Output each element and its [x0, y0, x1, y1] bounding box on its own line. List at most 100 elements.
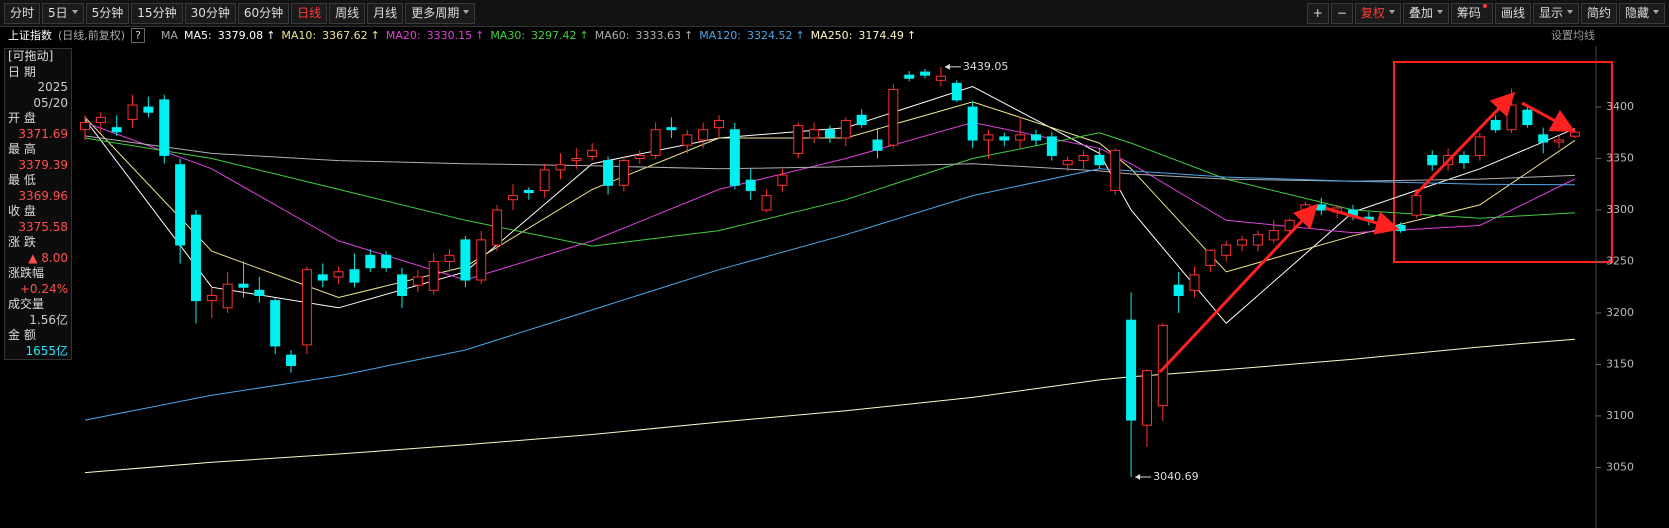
- candle-body: [476, 239, 487, 281]
- info-value: 1655亿: [25, 343, 68, 358]
- candle-body: [824, 129, 835, 138]
- arrow: [1158, 203, 1319, 374]
- info-label: 最 低: [8, 173, 36, 187]
- toolbar-button[interactable]: 叠加: [1402, 3, 1449, 24]
- candle-body: [190, 214, 201, 302]
- toolbar-button[interactable]: 分时: [4, 3, 41, 24]
- y-tick-label: 3200: [1606, 306, 1634, 319]
- ma-name: MA5: [184, 29, 212, 42]
- toolbar-button[interactable]: 简约: [1580, 3, 1617, 24]
- candle-body: [254, 289, 265, 296]
- toolbar-button[interactable]: 画线: [1494, 3, 1531, 24]
- info-panel: [可拖动] 日 期 2025 05/20 开 盘 3371.69 最 高 3379.39 最 …: [4, 48, 72, 360]
- toolbar-button[interactable]: 日线: [291, 3, 328, 24]
- ma-value: 3297.42: [531, 29, 577, 42]
- drag-label[interactable]: [可拖动]: [8, 49, 54, 63]
- candle-body: [729, 129, 740, 186]
- toolbar-button[interactable]: 隐藏: [1618, 3, 1665, 24]
- toolbar-button[interactable]: 30分钟: [184, 3, 236, 24]
- candle-body: [492, 209, 503, 246]
- candle-body: [460, 239, 471, 281]
- info-value: 05/20: [33, 95, 68, 110]
- toolbar-button[interactable]: 15分钟: [131, 3, 183, 24]
- settings[interactable]: 设置均线: [1551, 29, 1595, 42]
- info-value: 2025: [37, 80, 68, 94]
- candle-body: [1569, 131, 1580, 137]
- info-label: 成交量: [8, 297, 45, 311]
- info-label: 涨 跌: [8, 235, 36, 249]
- info-value: ▲ 8.00: [28, 250, 68, 265]
- period-tabs: 分时 5日 5分钟 15分钟 30分钟 60分钟 日线 周线 月线 更多周期: [4, 3, 476, 24]
- candle-body: [650, 129, 661, 156]
- header: 上证指数 (日线,前复权)? MA MA5 3379.08 MA10 3367.62 MA20…: [0, 27, 1669, 46]
- candle-body: [175, 164, 186, 246]
- candle-body: [80, 122, 90, 131]
- candle-body: [349, 269, 360, 283]
- subtitle: (日线,前复权): [58, 29, 126, 42]
- candle-body: [967, 106, 978, 141]
- y-tick-label: 3400: [1606, 100, 1634, 113]
- candle-body: [872, 139, 883, 151]
- candle-body: [1411, 195, 1422, 216]
- ma-legend-item: MA120 3324.52: [699, 29, 804, 42]
- candle-body: [1316, 204, 1327, 211]
- toolbar-button[interactable]: 更多周期: [405, 3, 476, 24]
- info-label: 最 高: [8, 142, 36, 156]
- ma-label: MA: [160, 29, 178, 42]
- info-label: 金 额: [8, 328, 36, 342]
- candle-body: [1141, 370, 1152, 426]
- tool-buttons: + − 复权 叠加 筹码 画线 显示 简约 隐藏: [1306, 3, 1665, 24]
- ma-name: MA60: [595, 29, 630, 42]
- toolbar-button[interactable]: 周线: [329, 3, 366, 24]
- candle-body: [904, 74, 915, 79]
- toolbar-button[interactable]: 月线: [367, 3, 404, 24]
- ma-value: 3367.62: [322, 29, 368, 42]
- candle-body: [761, 195, 772, 211]
- candle-body: [381, 254, 392, 269]
- help[interactable]: ?: [131, 28, 145, 43]
- toolbar-button[interactable]: −: [1330, 3, 1353, 24]
- toolbar-button[interactable]: 显示: [1532, 3, 1579, 24]
- candle-body: [1046, 136, 1057, 156]
- y-tick-label: 3100: [1606, 409, 1634, 422]
- candle-body: [1474, 136, 1485, 156]
- ma-legend-item: MA5 3379.08: [184, 29, 275, 42]
- ma-value: 3174.49: [858, 29, 904, 42]
- toolbar-button[interactable]: 5分钟: [85, 3, 130, 24]
- ma-legend-item: MA250 3174.49: [811, 29, 916, 42]
- candle-body: [444, 254, 455, 262]
- candle-body: [809, 129, 820, 139]
- candle-body: [1094, 154, 1105, 166]
- toolbar-button[interactable]: 60分钟: [237, 3, 290, 24]
- candle-body: [111, 127, 122, 133]
- y-tick-label: 3300: [1606, 203, 1634, 216]
- toolbar-button[interactable]: 筹码: [1450, 3, 1493, 24]
- ma-legend-item: MA20 3330.15: [386, 29, 484, 42]
- candle-body: [587, 149, 598, 157]
- candle-body: [1189, 274, 1200, 291]
- candle-body: [333, 271, 344, 278]
- candle-body: [856, 114, 867, 126]
- annotation: 3439.05: [963, 60, 1009, 73]
- candle-body: [714, 119, 724, 129]
- arrow: [1413, 91, 1516, 197]
- candle-body: [127, 104, 138, 120]
- candle-body: [920, 71, 931, 76]
- info-label: 收 盘: [8, 204, 36, 218]
- candle-body: [1015, 134, 1026, 141]
- toolbar-button[interactable]: 复权: [1354, 3, 1401, 24]
- toolbar-button[interactable]: 5日: [42, 3, 84, 24]
- toolbar-button[interactable]: +: [1306, 3, 1329, 24]
- candle-body: [745, 179, 756, 191]
- candle-body: [1078, 154, 1089, 162]
- candle-body: [301, 269, 312, 346]
- ma-value: 3379.08: [217, 29, 264, 42]
- candle-body: [1268, 230, 1279, 241]
- annotation: 3040.69: [1153, 470, 1199, 483]
- y-tick-label: 3150: [1606, 357, 1634, 370]
- ma-name: MA20: [386, 29, 421, 42]
- y-tick-label: 3350: [1606, 152, 1634, 165]
- ma-legend-item: MA10 3367.62: [281, 29, 379, 42]
- candle-body: [698, 129, 709, 141]
